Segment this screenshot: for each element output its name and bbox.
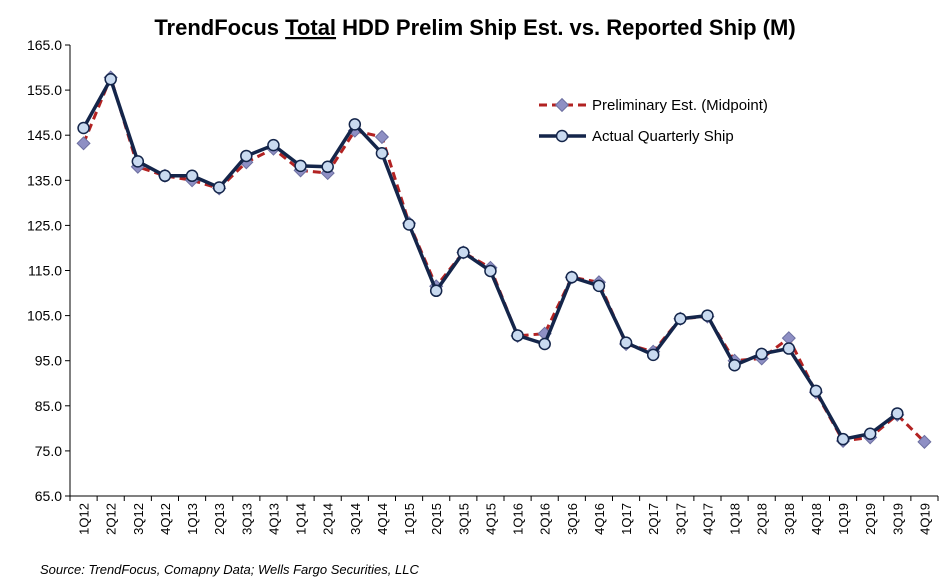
point-actual [809, 384, 823, 398]
point-actual [158, 169, 172, 183]
x-tick-label: 4Q18 [809, 503, 824, 535]
point-actual [375, 146, 389, 160]
x-tick-label: 3Q14 [348, 503, 363, 535]
point-actual [484, 264, 497, 278]
point-actual [77, 121, 90, 135]
point-preliminary [374, 129, 390, 145]
x-tick-label: 2Q17 [646, 503, 661, 535]
point-actual [240, 149, 253, 163]
point-actual [402, 218, 416, 231]
x-tick-label: 4Q13 [266, 503, 281, 535]
point-actual [836, 432, 850, 446]
point-actual [457, 246, 470, 259]
x-tick-label: 3Q12 [131, 503, 146, 535]
x-tick-label: 4Q12 [158, 503, 173, 535]
x-tick-label: 2Q18 [755, 503, 770, 535]
point-preliminary [781, 331, 796, 346]
x-tick-label: 1Q12 [77, 503, 92, 535]
x-tick-label: 1Q14 [294, 503, 309, 535]
point-actual [538, 337, 551, 351]
point-actual [511, 329, 524, 342]
legend-label-preliminary: Preliminary Est. (Midpoint) [592, 97, 768, 114]
x-tick-label: 3Q16 [565, 503, 580, 535]
x-tick-label: 2Q19 [863, 503, 878, 535]
y-tick-label: 145.0 [27, 127, 62, 143]
x-tick-label: 4Q19 [917, 503, 932, 535]
point-actual [565, 271, 579, 284]
point-actual [592, 279, 606, 293]
point-actual [294, 159, 307, 173]
point-actual [701, 309, 714, 322]
y-tick-label: 95.0 [35, 353, 62, 369]
x-tick-label: 1Q18 [728, 503, 743, 535]
x-tick-label: 1Q17 [619, 503, 634, 535]
series-line-actual [82, 77, 899, 441]
chart-title-part-2: Total [285, 15, 336, 40]
x-tick-label: 2Q16 [538, 503, 553, 535]
x-tick-label: 4Q16 [592, 503, 607, 535]
legend: Preliminary Est. (Midpoint) Actual Quart… [539, 97, 768, 145]
point-actual [104, 73, 117, 86]
point-actual [863, 427, 877, 441]
point-actual [131, 155, 145, 168]
x-tick-label: 3Q17 [673, 503, 688, 535]
y-tick-label: 115.0 [28, 263, 62, 279]
y-axis: 65.0 75.0 85.0 95.0 105.0 115.0 125.0 135.0 145.… [27, 37, 71, 504]
x-tick-label: 3Q15 [456, 503, 471, 535]
y-tick-label: 105.0 [27, 308, 62, 324]
point-actual [429, 284, 443, 298]
y-tick-label: 135.0 [27, 172, 62, 188]
point-actual [619, 336, 633, 349]
x-tick-label: 3Q19 [890, 503, 905, 535]
x-tick-label: 1Q19 [836, 503, 851, 535]
legend-marker-preliminary [554, 97, 570, 113]
x-tick-label: 3Q18 [782, 503, 797, 535]
chart-title-part-1: TrendFocus [154, 15, 285, 40]
x-tick-label: 1Q13 [185, 503, 200, 535]
point-actual [674, 312, 687, 326]
chart-title-part-3: HDD Prelim Ship Est. vs. Reported Ship (… [336, 15, 796, 40]
x-tick-label: 1Q15 [402, 503, 417, 535]
point-actual [212, 181, 226, 194]
point-actual [185, 169, 199, 183]
y-tick-label: 155.0 [27, 82, 62, 98]
point-actual [321, 160, 334, 174]
x-tick-label: 1Q16 [511, 503, 526, 535]
point-preliminary [917, 434, 932, 449]
x-tick-label: 4Q14 [375, 503, 390, 535]
legend-marker-actual [555, 129, 569, 143]
point-actual [267, 138, 280, 152]
point-preliminary [76, 136, 91, 151]
x-tick-label: 2Q13 [212, 503, 227, 535]
point-actual [891, 407, 904, 420]
point-actual [728, 358, 741, 372]
y-tick-label: 65.0 [35, 488, 62, 504]
plot-series [76, 70, 932, 449]
source-note: Source: TrendFocus, Comapny Data; Wells … [40, 562, 419, 577]
y-tick-label: 165.0 [27, 37, 62, 53]
y-tick-label: 75.0 [35, 443, 62, 459]
series-line-preliminary [82, 75, 926, 443]
x-tick-label: 2Q12 [104, 503, 119, 535]
x-tick-label: 2Q14 [321, 503, 336, 535]
point-actual [782, 342, 796, 355]
point-actual [755, 347, 768, 361]
x-tick-label: 4Q17 [700, 503, 715, 535]
x-tick-label: 2Q15 [429, 503, 444, 535]
x-tick-label: 4Q15 [483, 503, 498, 535]
legend-label-actual: Actual Quarterly Ship [592, 128, 734, 145]
point-actual [646, 348, 660, 362]
x-axis: 1Q12 2Q12 3Q12 4Q12 1Q13 2Q13 3Q13 4Q13 1Q14 2Q14… [69, 495, 939, 535]
x-tick-label: 3Q13 [239, 503, 254, 535]
y-tick-label: 125.0 [27, 217, 62, 233]
point-actual [348, 118, 362, 131]
y-tick-label: 85.0 [35, 398, 62, 414]
chart-title: TrendFocus Total HDD Prelim Ship Est. vs… [154, 15, 795, 40]
